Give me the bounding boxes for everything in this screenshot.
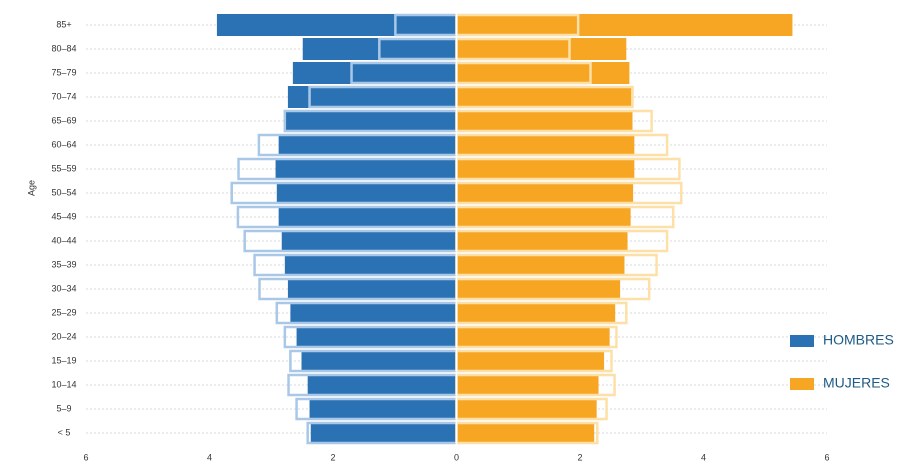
y-tick-label: 65–69 [51, 115, 76, 125]
x-tick-label: 4 [701, 452, 706, 462]
bar [281, 230, 457, 252]
bar [275, 158, 457, 180]
bar [296, 326, 457, 348]
y-tick-label: 60–64 [51, 139, 76, 149]
bar [276, 182, 457, 204]
bar [456, 206, 631, 228]
bar [307, 374, 457, 396]
y-tick-label: 15–19 [51, 355, 76, 365]
bar [456, 422, 595, 444]
bar [456, 374, 599, 396]
bar [284, 110, 457, 132]
y-tick-label: 30–34 [51, 283, 76, 293]
y-tick-label: 75–79 [51, 67, 76, 77]
x-tick-label: 2 [577, 452, 582, 462]
bar [309, 398, 457, 420]
y-tick-label: 20–24 [51, 331, 76, 341]
x-tick-label: 6 [824, 452, 829, 462]
y-tick-label: 85+ [56, 19, 71, 29]
bar [278, 134, 457, 156]
bar [284, 254, 457, 276]
bar [456, 350, 605, 372]
y-axis-label: Age [26, 180, 36, 196]
bar [287, 278, 457, 300]
bar [292, 62, 457, 84]
y-tick-label: 10–14 [51, 379, 76, 389]
legend-label: MUJERES [823, 375, 890, 391]
bar [456, 398, 597, 420]
bar [456, 326, 610, 348]
bar [456, 134, 635, 156]
bar [456, 38, 627, 60]
bar [456, 230, 628, 252]
y-tick-label: 55–59 [51, 163, 76, 173]
x-tick-label: 6 [83, 452, 88, 462]
bar [290, 302, 457, 324]
bar [287, 86, 457, 108]
bar [456, 158, 635, 180]
bar [301, 350, 457, 372]
bar [456, 278, 621, 300]
y-tick-label: 5–9 [56, 403, 71, 413]
y-tick-label: 70–74 [51, 91, 76, 101]
bar [216, 14, 457, 36]
y-tick-label: 80–84 [51, 43, 76, 53]
bar [456, 14, 793, 36]
bar [456, 302, 616, 324]
bar [310, 422, 457, 444]
bar [278, 206, 457, 228]
x-tick-label: 2 [330, 452, 335, 462]
legend-swatch [790, 335, 814, 347]
bar [456, 182, 634, 204]
legend-label: HOMBRES [823, 332, 894, 348]
y-tick-label: 45–49 [51, 211, 76, 221]
legend-swatch [790, 378, 814, 390]
bar [456, 254, 625, 276]
y-tick-label: < 5 [58, 427, 71, 437]
y-tick-label: 35–39 [51, 259, 76, 269]
bar [456, 62, 630, 84]
bar [456, 110, 633, 132]
x-tick-label: 0 [454, 452, 459, 462]
y-tick-label: 25–29 [51, 307, 76, 317]
bar [456, 86, 632, 108]
y-tick-label: 40–44 [51, 235, 76, 245]
y-tick-label: 50–54 [51, 187, 76, 197]
x-tick-label: 4 [207, 452, 212, 462]
